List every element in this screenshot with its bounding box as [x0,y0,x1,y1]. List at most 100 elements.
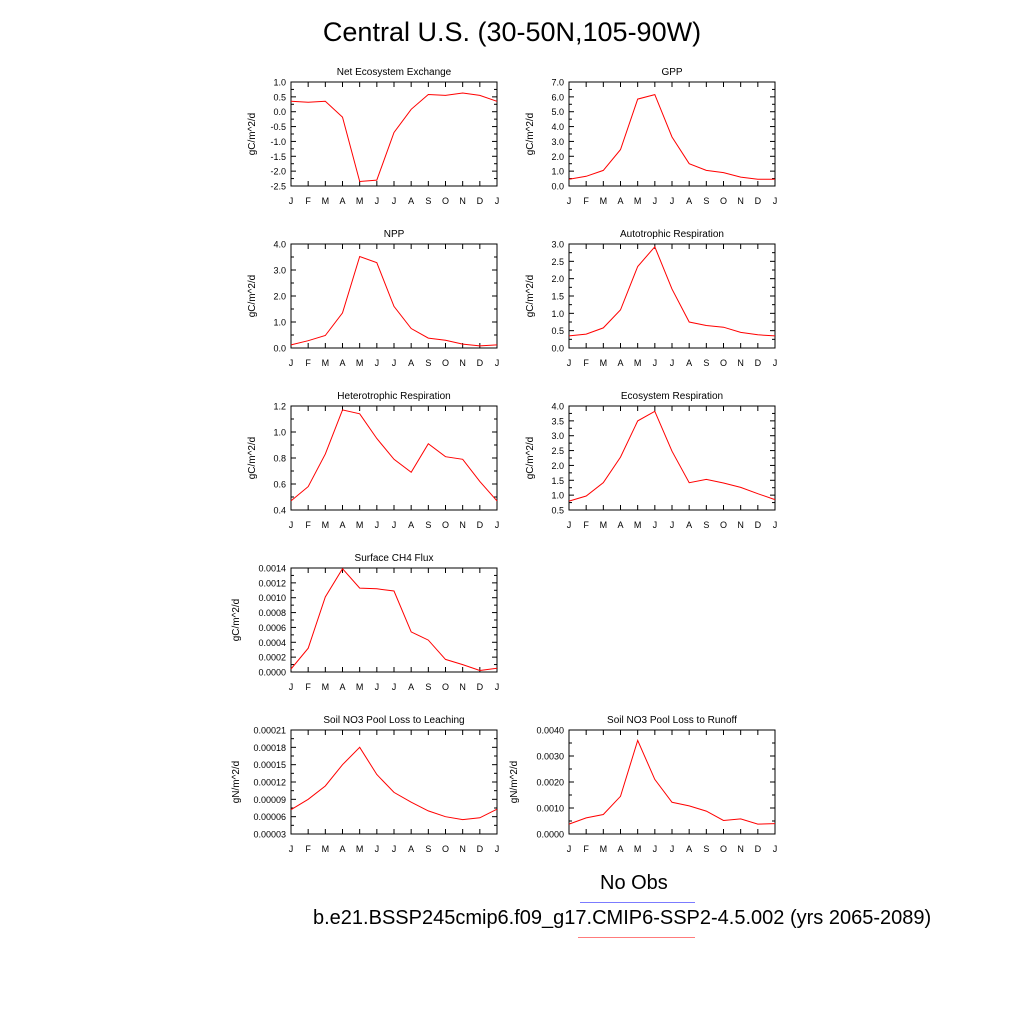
gpp-x-tick-label: J [773,196,778,206]
ecosystem-respiration-x-tick-label: M [634,520,642,530]
autotrophic-respiration-x-tick-label: F [583,358,589,368]
gpp-x-tick-label: J [670,196,675,206]
heterotrophic-respiration-x-tick-label: O [442,520,449,530]
gpp-x-tick-label: A [617,196,623,206]
ecosystem-respiration-x-tick-label: M [600,520,608,530]
soil-no3-pool-loss-to-leaching-x-tick-label: N [459,844,466,854]
gpp-x-tick-label: M [600,196,608,206]
heterotrophic-respiration-x-tick-label: J [495,520,500,530]
heterotrophic-respiration-x-tick-label: D [477,520,484,530]
net-ecosystem-exchange-x-tick-label: M [356,196,364,206]
surface-ch4-flux-x-tick-label: J [392,682,397,692]
net-ecosystem-exchange-x-tick-label: J [289,196,294,206]
npp-x-tick-label: J [495,358,500,368]
autotrophic-respiration-y-tick-label: 0.5 [551,326,564,336]
soil-no3-pool-loss-to-runoff-y-tick-label: 0.0030 [536,752,564,762]
heterotrophic-respiration-plot-frame [290,405,498,511]
ecosystem-respiration-x-tick-label: J [670,520,675,530]
ecosystem-respiration-x-tick-label: S [703,520,709,530]
net-ecosystem-exchange-panel-title: Net Ecosystem Exchange [337,67,452,78]
net-ecosystem-exchange-x-tick-label: J [392,196,397,206]
heterotrophic-respiration-x-tick-label: A [339,520,345,530]
soil-no3-pool-loss-to-runoff-x-tick-label: A [617,844,623,854]
autotrophic-respiration-y-tick-label: 3.0 [551,240,564,250]
heterotrophic-respiration-panel-title: Heterotrophic Respiration [337,391,450,402]
net-ecosystem-exchange-y-tick-label: 0.5 [273,92,286,102]
heterotrophic-respiration-x-tick-label: M [322,520,330,530]
surface-ch4-flux-y-axis-label: gC/m^2/d [231,599,242,642]
net-ecosystem-exchange-y-axis-label: gC/m^2/d [247,113,258,156]
autotrophic-respiration-x-tick-label: J [653,358,658,368]
ecosystem-respiration-x-tick-label: F [583,520,589,530]
surface-ch4-flux-x-tick-label: J [289,682,294,692]
soil-no3-pool-loss-to-runoff-plot-frame [568,729,776,835]
soil-no3-pool-loss-to-leaching-x-tick-label: F [305,844,311,854]
autotrophic-respiration-x-tick-label: D [755,358,762,368]
autotrophic-respiration-y-tick-label: 2.5 [551,257,564,267]
soil-no3-pool-loss-to-leaching-x-tick-label: J [375,844,380,854]
npp-x-tick-label: J [375,358,380,368]
legend-obs-line [580,902,695,903]
heterotrophic-respiration-x-tick-label: A [408,520,414,530]
heterotrophic-respiration-x-tick-label: S [425,520,431,530]
ecosystem-respiration-x-tick-label: J [653,520,658,530]
ecosystem-respiration-x-tick-label: A [686,520,692,530]
autotrophic-respiration-x-tick-label: M [634,358,642,368]
gpp-x-tick-label: F [583,196,589,206]
soil-no3-pool-loss-to-leaching-series-line [290,746,498,821]
heterotrophic-respiration-x-tick-label: F [305,520,311,530]
net-ecosystem-exchange-plot-frame [290,81,498,187]
legend-case-line [578,937,695,938]
heterotrophic-respiration-x-tick-label: J [375,520,380,530]
net-ecosystem-exchange-x-tick-label: M [322,196,330,206]
gpp-x-tick-label: N [737,196,744,206]
heterotrophic-respiration-y-axis-label: gC/m^2/d [247,437,258,480]
soil-no3-pool-loss-to-leaching-x-tick-label: J [289,844,294,854]
gpp-y-tick-label: 2.0 [551,152,564,162]
net-ecosystem-exchange-y-tick-label: -1.0 [270,137,286,147]
gpp-x-tick-label: J [567,196,572,206]
gpp-x-tick-label: J [653,196,658,206]
surface-ch4-flux-y-tick-label: 0.0004 [258,638,286,648]
surface-ch4-flux-x-tick-label: M [322,682,330,692]
npp-y-tick-label: 2.0 [273,292,286,302]
net-ecosystem-exchange-y-tick-label: -2.0 [270,167,286,177]
soil-no3-pool-loss-to-runoff-series-line [568,738,776,825]
npp-x-tick-label: A [408,358,414,368]
soil-no3-pool-loss-to-leaching-plot-frame [290,729,498,835]
npp-x-tick-label: S [425,358,431,368]
ecosystem-respiration-y-tick-label: 2.5 [551,446,564,456]
autotrophic-respiration-panel-title: Autotrophic Respiration [620,229,724,240]
ecosystem-respiration-y-tick-label: 1.5 [551,476,564,486]
npp-series-line [290,255,498,347]
ecosystem-respiration-x-tick-label: D [755,520,762,530]
ecosystem-respiration-x-tick-label: O [720,520,727,530]
surface-ch4-flux-plot-frame [290,567,498,673]
ecosystem-respiration-y-axis-label: gC/m^2/d [525,437,536,480]
gpp-series-line [568,94,775,180]
net-ecosystem-exchange-y-tick-label: 1.0 [273,78,286,88]
soil-no3-pool-loss-to-leaching-y-tick-label: 0.00003 [253,830,286,840]
npp-x-tick-label: A [339,358,345,368]
gpp-y-tick-label: 7.0 [551,78,564,88]
ecosystem-respiration-y-tick-label: 4.0 [551,402,564,412]
net-ecosystem-exchange-x-tick-label: A [339,196,345,206]
net-ecosystem-exchange-x-tick-label: J [495,196,500,206]
autotrophic-respiration-x-tick-label: O [720,358,727,368]
heterotrophic-respiration-y-tick-label: 0.8 [273,454,286,464]
autotrophic-respiration-y-tick-label: 1.0 [551,309,564,319]
ecosystem-respiration-series-line [568,410,776,502]
ecosystem-respiration-x-tick-label: A [617,520,623,530]
soil-no3-pool-loss-to-leaching-y-axis-label: gN/m^2/d [231,761,242,804]
net-ecosystem-exchange-x-tick-label: F [305,196,311,206]
surface-ch4-flux-x-tick-label: O [442,682,449,692]
soil-no3-pool-loss-to-runoff-x-tick-label: N [737,844,744,854]
soil-no3-pool-loss-to-runoff-x-tick-label: J [773,844,778,854]
autotrophic-respiration-x-tick-label: A [686,358,692,368]
surface-ch4-flux-y-tick-label: 0.0000 [258,668,286,678]
surface-ch4-flux-x-tick-label: A [408,682,414,692]
net-ecosystem-exchange-x-tick-label: S [425,196,431,206]
ecosystem-respiration-plot-frame [568,405,776,511]
surface-ch4-flux-x-tick-label: J [495,682,500,692]
